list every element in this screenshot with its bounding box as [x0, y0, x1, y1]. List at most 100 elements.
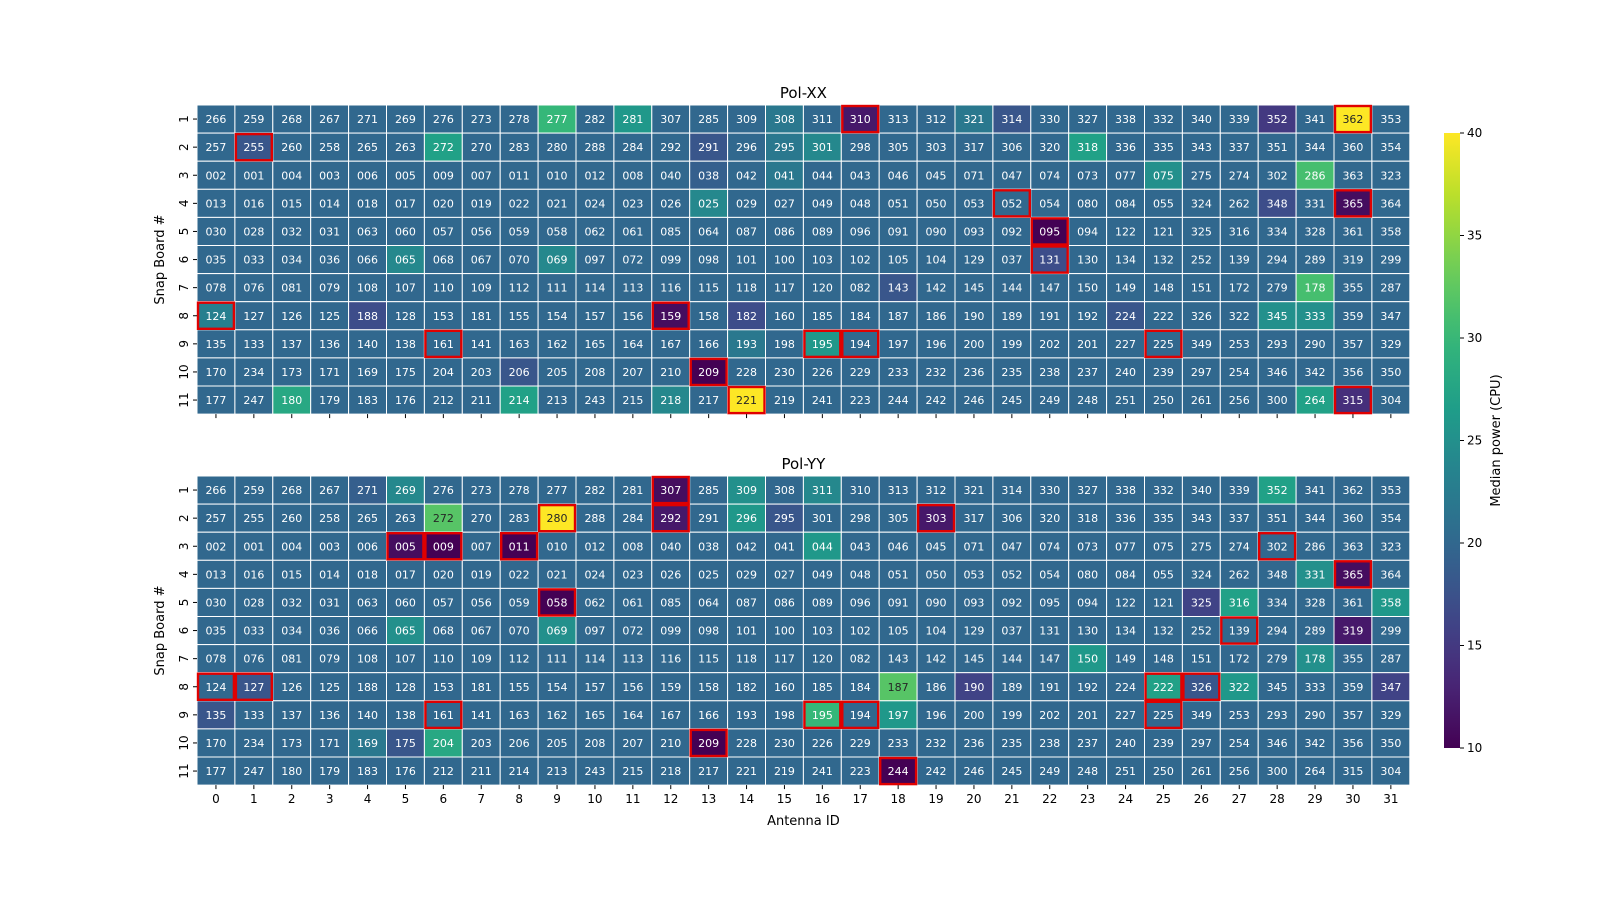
cell-label: 016: [243, 568, 264, 581]
x-tick-label: 20: [966, 792, 981, 806]
cell-label: 325: [1191, 225, 1212, 238]
cell-label: 291: [698, 512, 719, 525]
cell-label: 284: [622, 141, 643, 154]
heatmap-cell: [1219, 587, 1259, 618]
heatmap-cell: [954, 245, 994, 275]
cell-label: 253: [1229, 709, 1250, 722]
cell-label: 171: [319, 737, 340, 750]
cell-label: 176: [395, 394, 416, 407]
cell-label: 229: [850, 366, 871, 379]
highlight-box: [803, 700, 842, 730]
cell-label: 121: [1153, 596, 1174, 609]
heatmap-cell: [1219, 301, 1259, 331]
x-tick-label: 11: [625, 792, 640, 806]
heatmap-cell: [765, 385, 804, 415]
cell-label: 254: [1229, 737, 1250, 750]
cell-label: 135: [205, 338, 226, 351]
x-tick-label: 28: [1270, 792, 1285, 806]
y-tick-label: 8: [177, 683, 191, 691]
cell-label: 308: [774, 484, 795, 497]
heatmap-cell: [613, 301, 653, 331]
cell-label: 036: [319, 254, 340, 267]
heatmap-cell: [1333, 728, 1373, 758]
cell-label: 091: [888, 225, 909, 238]
cell-label: 093: [963, 596, 984, 609]
cell-label: 007: [471, 169, 492, 182]
cell-label: 304: [1380, 394, 1401, 407]
heatmap-cell: [1371, 216, 1411, 246]
cell-label: 258: [319, 141, 340, 154]
cell-label: 079: [319, 282, 340, 295]
cell-label: 133: [243, 709, 264, 722]
heatmap-cell: [1371, 616, 1411, 646]
cell-label: 009: [433, 540, 454, 553]
cell-label: 268: [281, 484, 302, 497]
cell-label: 306: [1001, 512, 1022, 525]
cell-label: 221: [736, 765, 757, 778]
cell-label: 272: [433, 141, 454, 154]
heatmap-cell: [386, 728, 425, 758]
cell-label: 237: [1077, 366, 1098, 379]
cell-label: 311: [812, 484, 833, 497]
cell-label: 361: [1342, 225, 1363, 238]
cell-label: 127: [243, 310, 264, 323]
cell-label: 066: [357, 254, 378, 267]
cell-label: 281: [622, 484, 643, 497]
cell-label: 364: [1380, 197, 1401, 210]
heatmap-cell: [1257, 616, 1297, 646]
cell-label: 337: [1229, 141, 1250, 154]
heatmap-cell: [461, 188, 501, 218]
cell-label: 245: [1001, 394, 1022, 407]
heatmap-cell: [1257, 385, 1297, 415]
cell-label: 002: [205, 169, 226, 182]
cell-label: 357: [1342, 709, 1363, 722]
heatmap-cell: [234, 672, 274, 702]
cell-label: 054: [1039, 197, 1060, 210]
cell-label: 080: [1077, 197, 1098, 210]
cell-label: 068: [433, 625, 454, 638]
cell-label: 265: [357, 512, 378, 525]
cell-label: 163: [509, 338, 530, 351]
cell-label: 285: [698, 484, 719, 497]
heatmap-cell: [992, 329, 1032, 359]
cell-label: 346: [1267, 737, 1288, 750]
cell-label: 144: [1001, 653, 1022, 666]
heatmap-cell: [954, 216, 994, 246]
heatmap-cell: [575, 160, 615, 190]
cell-label: 185: [812, 310, 833, 323]
heatmap-cell: [765, 104, 804, 134]
cell-label: 055: [1153, 197, 1174, 210]
heatmap-cell: [878, 216, 918, 246]
cell-label: 320: [1039, 512, 1060, 525]
highlight-box: [424, 532, 463, 561]
heatmap-cell: [575, 728, 615, 758]
cell-label: 252: [1191, 254, 1212, 267]
cell-label: 080: [1077, 568, 1098, 581]
cell-label: 044: [812, 169, 833, 182]
cell-label: 281: [622, 113, 643, 126]
cell-label: 339: [1229, 484, 1250, 497]
heatmap-cell: [840, 132, 880, 162]
cell-label: 104: [926, 254, 947, 267]
cell-label: 309: [736, 113, 757, 126]
highlight-box: [1333, 385, 1373, 415]
y-tick-label: 3: [177, 542, 191, 550]
cell-label: 277: [547, 113, 568, 126]
y-tick-label: 5: [177, 228, 191, 236]
heatmap-cell: [1030, 644, 1070, 674]
heatmap-cell: [1068, 188, 1108, 218]
cell-label: 246: [963, 765, 984, 778]
cell-label: 363: [1342, 169, 1363, 182]
heatmap-cell: [1068, 756, 1108, 786]
cell-label: 243: [584, 765, 605, 778]
cell-label: 183: [357, 765, 378, 778]
x-tick-label: 22: [1042, 792, 1057, 806]
cell-label: 075: [1153, 540, 1174, 553]
cell-label: 245: [1001, 765, 1022, 778]
heatmap-cell: [1030, 104, 1070, 134]
cell-label: 056: [471, 225, 492, 238]
heatmap-cell: [1068, 531, 1108, 561]
cell-label: 009: [433, 169, 454, 182]
heatmap-cell: [1257, 273, 1297, 303]
cell-label: 085: [660, 225, 681, 238]
